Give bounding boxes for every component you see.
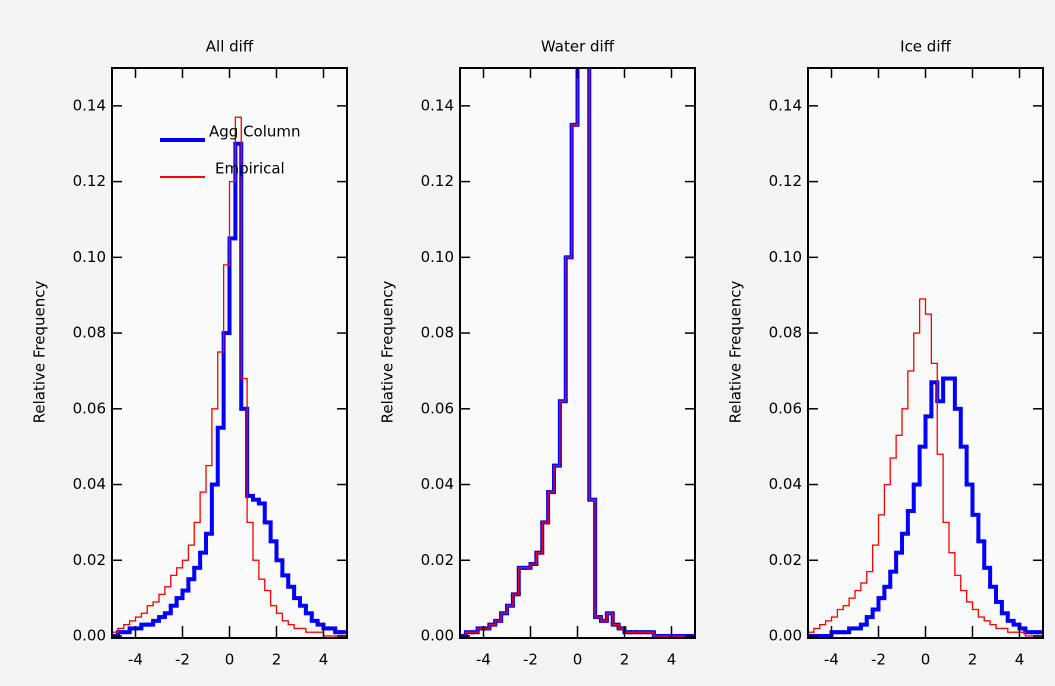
x-tick-label: 2: [620, 651, 630, 669]
y-tick-label: 0.02: [421, 551, 454, 569]
y-tick-label: 0.14: [73, 96, 106, 114]
x-tick-label: 4: [667, 651, 677, 669]
data-layer: [460, 68, 695, 638]
y-tick-label: 0.08: [421, 324, 454, 342]
y-tick-label: 0.02: [73, 551, 106, 569]
y-tick-label: 0.00: [421, 627, 454, 645]
x-tick-label: -2: [523, 651, 538, 669]
y-tick-label: 0.10: [769, 248, 802, 266]
chart-title: Ice diff: [900, 38, 951, 56]
y-tick-label: 0.12: [769, 172, 802, 190]
x-tick-label: 0: [921, 651, 931, 669]
chart-title: All diff: [206, 38, 254, 56]
plot-area: [460, 68, 695, 638]
x-tick-label: -4: [476, 651, 491, 669]
x-tick-label: -2: [871, 651, 886, 669]
x-tick-label: -4: [128, 651, 143, 669]
x-tick-label: 2: [272, 651, 282, 669]
y-tick-label: 0.00: [73, 627, 106, 645]
plot-area: [112, 68, 347, 638]
y-tick-label: 0.12: [73, 172, 106, 190]
y-tick-label: 0.14: [769, 96, 802, 114]
legend-label: Agg Column: [209, 123, 301, 141]
x-tick-label: 2: [968, 651, 978, 669]
y-tick-label: 0.06: [769, 399, 802, 417]
y-tick-label: 0.12: [421, 172, 454, 190]
y-tick-label: 0.08: [769, 324, 802, 342]
data-layer: [808, 298, 1043, 638]
x-tick-label: 0: [573, 651, 583, 669]
y-axis-label: Relative Frequency: [727, 281, 745, 424]
x-tick-label: 4: [1015, 651, 1025, 669]
y-axis-label: Relative Frequency: [379, 281, 397, 424]
chart-title: Water diff: [541, 38, 615, 56]
x-tick-label: 0: [225, 651, 235, 669]
y-tick-label: 0.06: [421, 399, 454, 417]
y-tick-label: 0.04: [421, 475, 454, 493]
legend-label: Empirical: [215, 160, 285, 178]
x-tick-label: 4: [319, 651, 329, 669]
data-layer: [112, 116, 347, 638]
x-tick-label: -4: [824, 651, 839, 669]
y-tick-label: 0.08: [73, 324, 106, 342]
y-tick-label: 0.04: [769, 475, 802, 493]
y-tick-label: 0.06: [73, 399, 106, 417]
y-tick-label: 0.04: [73, 475, 106, 493]
y-tick-label: 0.10: [73, 248, 106, 266]
y-tick-label: 0.10: [421, 248, 454, 266]
y-tick-label: 0.02: [769, 551, 802, 569]
y-tick-label: 0.14: [421, 96, 454, 114]
y-axis-label: Relative Frequency: [31, 281, 49, 424]
y-tick-label: 0.00: [769, 627, 802, 645]
plot-area: [808, 68, 1043, 638]
x-tick-label: -2: [175, 651, 190, 669]
